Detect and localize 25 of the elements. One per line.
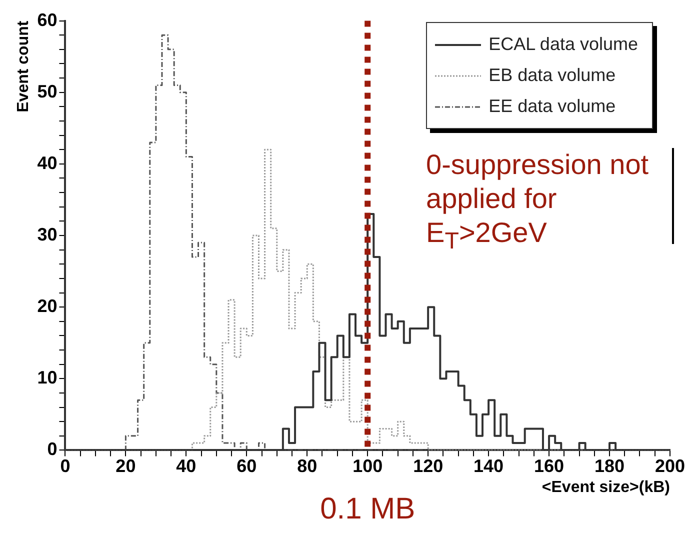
y-tick-label: 20 — [37, 296, 58, 316]
y-tick-label: 10 — [37, 368, 58, 388]
legend-label: EE data volume — [488, 96, 616, 117]
y-tick-label: 30 — [37, 224, 58, 244]
ref-line-label: 0.1 MB — [320, 492, 416, 526]
x-tick-label: 80 — [297, 456, 318, 476]
x-tick-label: 120 — [413, 456, 444, 476]
x-tick-label: 40 — [176, 456, 196, 476]
x-axis-title: <Event size>(kB) — [542, 478, 670, 496]
y-axis-title: Event count — [15, 20, 32, 112]
x-tick-label: 0 — [60, 456, 70, 476]
x-tick-label: 140 — [474, 456, 504, 476]
legend-label: ECAL data volume — [488, 34, 638, 55]
x-tick-label: 180 — [594, 456, 625, 476]
x-tick-label: 100 — [352, 456, 383, 476]
y-tick-label: 50 — [37, 81, 58, 102]
annotation: 0-suppression not applied for E$_{T}$>2GeV — [426, 148, 650, 256]
x-tick-label: 20 — [116, 456, 136, 476]
x-tick-label: 200 — [654, 456, 686, 476]
legend-label: EB data volume — [488, 65, 616, 86]
x-tick-label: 160 — [534, 456, 564, 476]
x-tick-label: 60 — [236, 456, 257, 476]
y-tick-label: 0 — [47, 439, 58, 460]
y-tick-label: 40 — [37, 152, 58, 173]
y-tick-label: 60 — [37, 10, 58, 30]
